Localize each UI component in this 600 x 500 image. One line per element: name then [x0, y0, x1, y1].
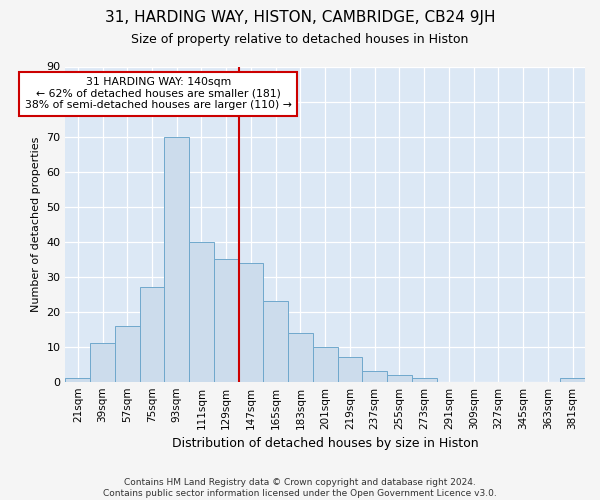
Bar: [65, 378, 90, 382]
Text: 31, HARDING WAY, HISTON, CAMBRIDGE, CB24 9JH: 31, HARDING WAY, HISTON, CAMBRIDGE, CB24…: [105, 10, 495, 25]
Bar: [362, 371, 387, 382]
Text: 31 HARDING WAY: 140sqm
← 62% of detached houses are smaller (181)
38% of semi-de: 31 HARDING WAY: 140sqm ← 62% of detached…: [25, 77, 292, 110]
Bar: [164, 136, 189, 382]
Text: Contains HM Land Registry data © Crown copyright and database right 2024.
Contai: Contains HM Land Registry data © Crown c…: [103, 478, 497, 498]
Text: Size of property relative to detached houses in Histon: Size of property relative to detached ho…: [131, 32, 469, 46]
Bar: [560, 378, 585, 382]
Bar: [189, 242, 214, 382]
Bar: [140, 287, 164, 382]
Bar: [239, 262, 263, 382]
Bar: [263, 301, 288, 382]
Bar: [214, 259, 239, 382]
X-axis label: Distribution of detached houses by size in Histon: Distribution of detached houses by size …: [172, 437, 479, 450]
Bar: [412, 378, 437, 382]
Bar: [288, 332, 313, 382]
Bar: [338, 357, 362, 382]
Bar: [90, 343, 115, 382]
Bar: [387, 374, 412, 382]
Y-axis label: Number of detached properties: Number of detached properties: [31, 136, 41, 312]
Bar: [313, 346, 338, 382]
Bar: [115, 326, 140, 382]
